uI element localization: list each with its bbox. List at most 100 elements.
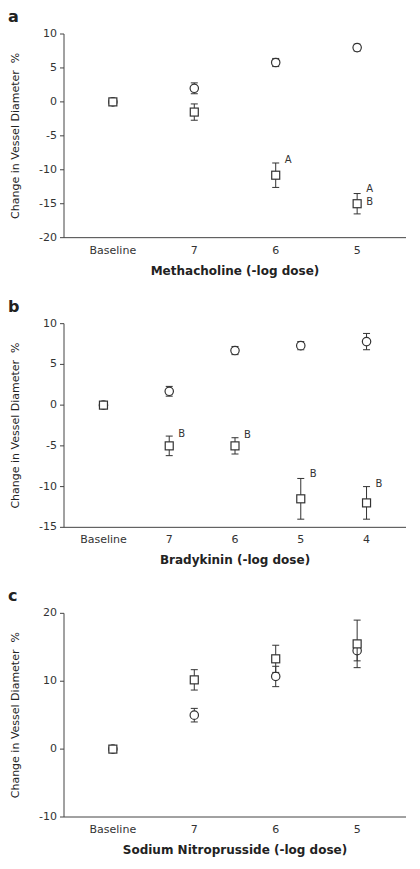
series xyxy=(109,98,361,214)
plot-area xyxy=(99,333,370,519)
y-tick-label: 0 xyxy=(50,398,57,411)
y-tick-label: -20 xyxy=(39,231,57,244)
y-tick xyxy=(60,203,64,204)
y-tick xyxy=(60,101,64,102)
error-bar xyxy=(191,104,198,120)
error-cap xyxy=(354,193,361,194)
error-cap xyxy=(354,213,361,214)
error-cap xyxy=(272,672,279,673)
error-cap xyxy=(297,478,304,479)
error-cap xyxy=(191,708,198,709)
error-cap xyxy=(354,667,361,668)
x-tick-label: 5 xyxy=(297,533,304,546)
y-tick-label: -10 xyxy=(39,810,57,823)
error-cap xyxy=(232,454,239,455)
x-tick-label: Baseline xyxy=(90,244,137,257)
figure: a-20-15-10-50510Baseline765Methacholine … xyxy=(0,0,420,869)
error-cap xyxy=(166,436,173,437)
y-tick xyxy=(60,67,64,68)
error-cap xyxy=(297,519,304,520)
square-marker xyxy=(272,171,280,179)
y-axis-label: Change in Vessel Diameter % xyxy=(9,53,22,219)
error-bar xyxy=(354,44,361,51)
y-tick-label: 10 xyxy=(43,317,57,330)
error-bar xyxy=(232,438,239,454)
panel-title: b xyxy=(8,297,19,316)
circle-marker xyxy=(362,337,370,345)
circle-marker xyxy=(272,672,280,680)
y-tick-label: -10 xyxy=(39,480,57,493)
annotation: B xyxy=(178,428,185,439)
y-tick xyxy=(60,364,64,365)
panel-title: c xyxy=(8,586,17,605)
y-tick xyxy=(60,817,64,818)
x-tick-label: 7 xyxy=(191,823,198,836)
y-tick-label: -15 xyxy=(39,197,57,210)
error-cap xyxy=(363,349,370,350)
square-marker xyxy=(272,655,280,663)
x-tick-label: 6 xyxy=(232,533,239,546)
error-bar xyxy=(272,58,279,66)
circle-marker xyxy=(297,341,305,349)
error-bar xyxy=(297,342,304,350)
series xyxy=(109,640,362,753)
series xyxy=(109,620,361,753)
y-axis-line xyxy=(64,613,65,817)
square-marker xyxy=(165,442,173,450)
panel-title: a xyxy=(8,7,19,26)
error-cap xyxy=(166,455,173,456)
circle-marker xyxy=(272,58,280,66)
panel: b-15-10-50510Baseline7654Bradykinin (-lo… xyxy=(8,297,406,568)
x-tick-label: 6 xyxy=(272,244,279,257)
y-tick xyxy=(60,237,64,238)
error-bar xyxy=(232,346,239,354)
error-cap xyxy=(363,486,370,487)
y-tick xyxy=(60,34,64,35)
error-cap xyxy=(272,187,279,188)
square-marker xyxy=(231,442,239,450)
x-axis-label: Sodium Nitroprusside (-log dose) xyxy=(123,843,347,857)
error-bar xyxy=(272,163,279,187)
square-marker xyxy=(353,200,361,208)
circle-marker xyxy=(190,711,198,719)
y-axis-label: Change in Vessel Diameter % xyxy=(9,342,22,508)
y-tick-label: 10 xyxy=(43,27,57,40)
panel: c-1001020Baseline765Sodium Nitroprusside… xyxy=(8,586,406,857)
x-tick-label: 5 xyxy=(354,823,361,836)
error-bar xyxy=(272,645,279,672)
error-cap xyxy=(191,93,198,94)
y-tick xyxy=(60,527,64,528)
error-cap xyxy=(363,333,370,334)
x-tick-label: 4 xyxy=(363,533,370,546)
error-cap xyxy=(272,645,279,646)
circle-marker xyxy=(231,346,239,354)
y-tick-label: -5 xyxy=(46,439,57,452)
plot-area xyxy=(109,620,362,753)
x-axis-line xyxy=(64,237,406,238)
error-cap xyxy=(363,519,370,520)
error-bar xyxy=(354,620,361,668)
error-cap xyxy=(191,669,198,670)
circle-marker xyxy=(109,98,117,106)
error-cap xyxy=(272,686,279,687)
error-bar xyxy=(191,83,198,94)
annotation: B xyxy=(366,196,373,207)
panel: a-20-15-10-50510Baseline765Methacholine … xyxy=(8,7,406,278)
y-tick-label: 10 xyxy=(43,674,57,687)
y-tick xyxy=(60,135,64,136)
y-tick xyxy=(60,323,64,324)
x-tick-label: 7 xyxy=(166,533,173,546)
error-cap xyxy=(191,103,198,104)
square-marker xyxy=(99,401,107,409)
x-tick-label: 7 xyxy=(191,244,198,257)
y-tick xyxy=(60,169,64,170)
x-tick-label: Baseline xyxy=(80,533,127,546)
error-bar xyxy=(354,194,361,214)
plot-area xyxy=(109,43,362,214)
x-tick-label: 6 xyxy=(272,823,279,836)
circle-marker xyxy=(190,84,198,92)
error-cap xyxy=(191,120,198,121)
series xyxy=(99,333,370,409)
y-tick xyxy=(60,749,64,750)
annotation: B xyxy=(310,468,317,479)
